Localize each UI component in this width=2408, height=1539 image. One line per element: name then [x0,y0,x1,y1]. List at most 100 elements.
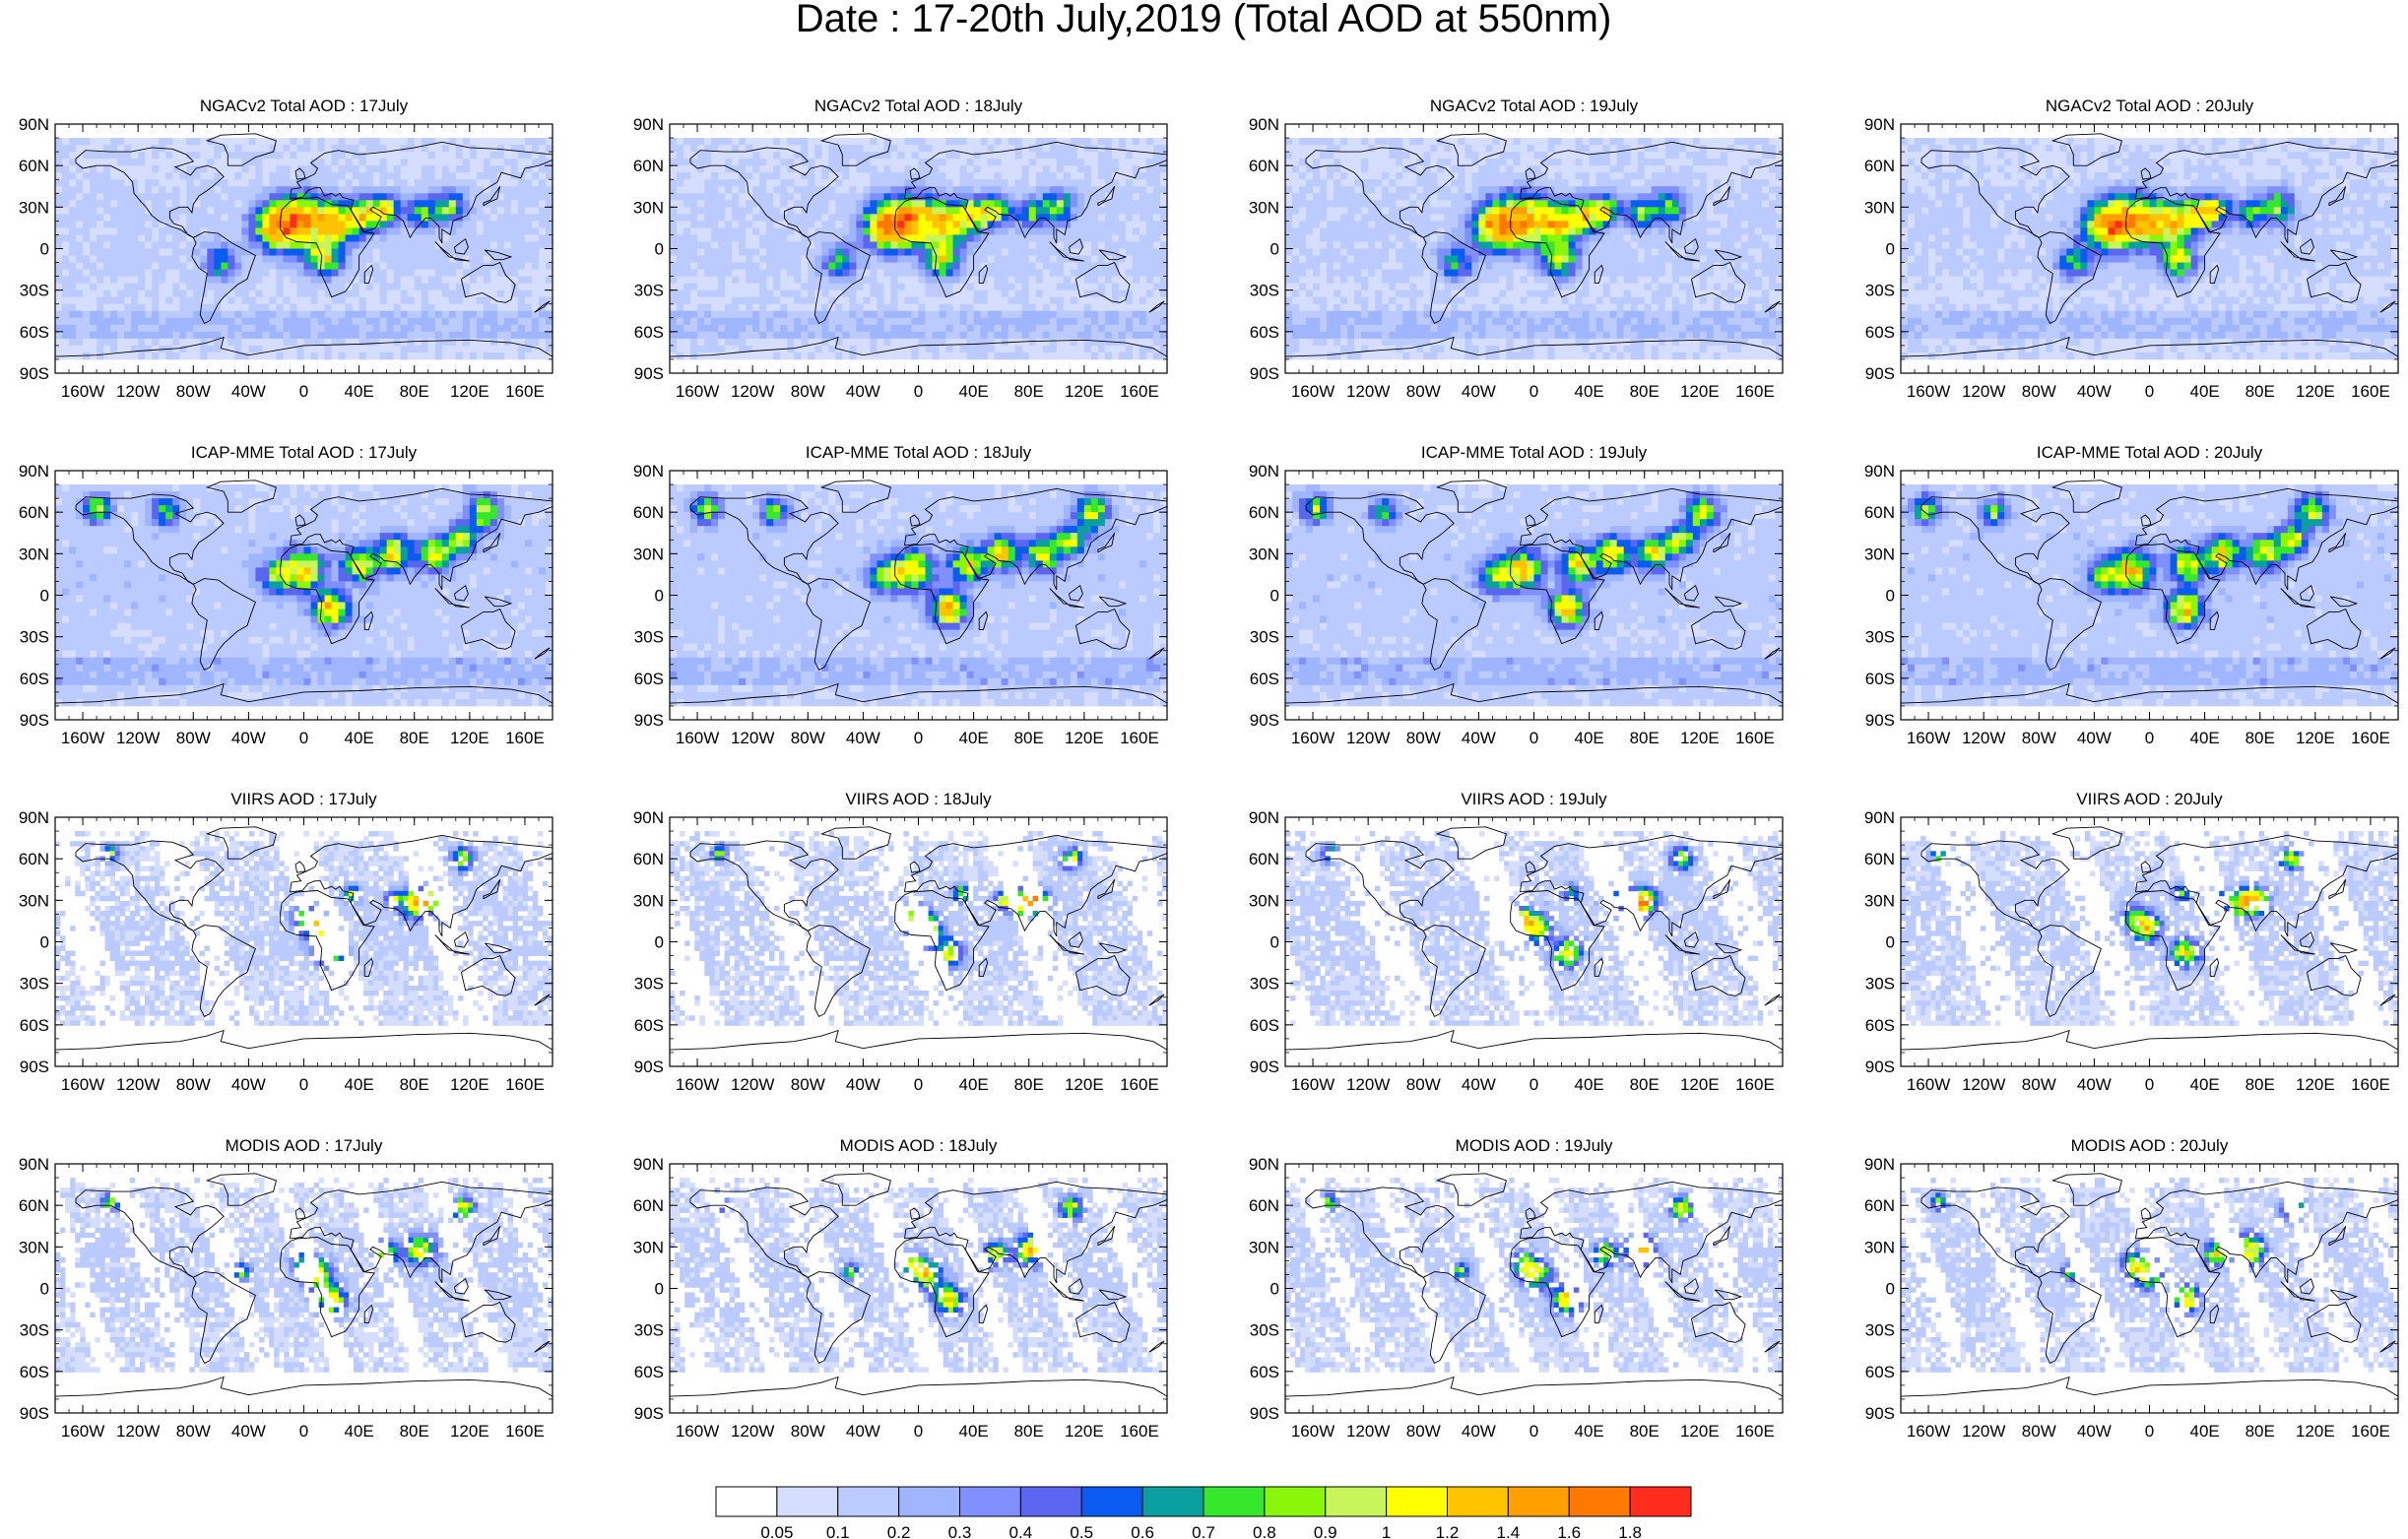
map-panel: VIIRS AOD : 19July 160W 120W 80W 40W 0 40E 80E 1… [1249,790,1784,1094]
colorbar-swatch [1141,1486,1204,1517]
x-tick-label: 120E [1065,1075,1104,1094]
aod-field [1901,831,2398,1026]
x-tick-label: 80W [176,382,211,401]
x-tick-label: 40W [846,1075,880,1094]
x-tick-label: 120W [731,729,774,747]
x-tick-label: 160W [61,382,104,401]
y-tick-label: 30S [634,628,664,647]
y-tick-label: 90S [1865,711,1895,730]
y-tick-label: 0 [1886,933,1895,952]
x-tick-label: 80E [2245,382,2275,401]
coastlines [1901,480,2398,704]
y-tick-label: 90S [634,364,664,383]
colorbar-swatch [959,1486,1021,1517]
aod-field [1285,1178,1783,1373]
y-tick-label: 90N [19,1155,49,1174]
x-tick-label: 40W [231,382,266,401]
y-tick-label: 90S [634,711,664,730]
panel-title: ICAP-MME Total AOD : 18July [806,443,1032,462]
y-tick-label: 0 [655,587,664,606]
y-tick-label: 30N [1249,1238,1279,1256]
y-tick-label: 60N [633,157,664,175]
y-tick-label: 60S [20,1363,49,1381]
x-tick-label: 0 [2145,1075,2154,1094]
y-tick-label: 90N [633,115,664,134]
colorbar-label: 0.05 [760,1523,793,1539]
panel-title: NGACv2 Total AOD : 19July [1430,96,1639,115]
y-tick-label: 30N [633,1238,664,1256]
x-tick-label: 80E [400,729,429,747]
y-tick-label: 60S [1865,670,1895,688]
x-tick-label: 0 [2145,1422,2154,1441]
x-tick-label: 160E [1735,1422,1775,1441]
x-tick-label: 160W [1291,1075,1334,1094]
x-tick-label: 40E [2189,1075,2219,1094]
aod-field [1285,484,1783,707]
x-tick-label: 80E [400,1422,429,1441]
colorbar-swatch [1507,1486,1570,1517]
y-tick-label: 90N [19,115,49,134]
y-tick-label: 30N [19,545,49,563]
y-tick-label: 90N [633,462,664,481]
colorbar-swatch [1629,1486,1692,1517]
y-tick-label: 60N [633,503,664,522]
coastlines [55,480,553,704]
y-tick-label: 60S [1865,1016,1895,1035]
y-tick-label: 0 [1270,587,1279,606]
y-tick-label: 60N [1249,503,1279,522]
x-tick-label: 80E [1014,382,1044,401]
y-tick-label: 60N [1249,850,1279,868]
x-tick-label: 120W [1346,1075,1390,1094]
y-tick-label: 60N [1864,157,1895,175]
x-tick-label: 120W [116,1422,160,1441]
x-tick-label: 120E [2296,1422,2335,1441]
x-tick-label: 0 [914,1075,923,1094]
y-tick-label: 60N [19,157,49,175]
map-panel: VIIRS AOD : 17July 160W 120W 80W 40W 0 40E 80E 1… [19,790,553,1094]
y-tick-label: 30S [20,975,49,994]
x-tick-label: 120E [450,382,489,401]
y-tick-label: 0 [40,1280,49,1299]
x-tick-label: 80W [791,1075,825,1094]
x-tick-label: 160E [505,729,545,747]
colorbar-label: 0.5 [1070,1523,1093,1539]
y-tick-label: 0 [1270,240,1279,259]
coastlines [55,826,553,1051]
aod-field [670,831,1167,1026]
coastlines [1285,480,1783,704]
x-tick-label: 80E [1014,729,1044,747]
panel-title: ICAP-MME Total AOD : 17July [191,443,418,462]
panel-title: NGACv2 Total AOD : 17July [200,96,409,115]
x-tick-label: 40E [344,729,373,747]
y-tick-label: 90S [1865,1058,1895,1076]
x-tick-label: 160E [505,1422,545,1441]
panel-title: NGACv2 Total AOD : 18July [814,96,1023,115]
y-tick-label: 30S [20,282,49,300]
x-tick-label: 160E [1735,729,1775,747]
y-tick-label: 60S [634,670,664,688]
x-tick-label: 120E [2296,382,2335,401]
x-tick-label: 120W [1346,382,1390,401]
y-tick-label: 60S [20,1016,49,1035]
x-tick-label: 160E [1120,1422,1159,1441]
y-tick-label: 30N [1249,198,1279,217]
y-tick-label: 90S [634,1404,664,1423]
panel-title: NGACv2 Total AOD : 20July [2046,96,2254,115]
y-tick-label: 60S [634,323,664,342]
aod-field [670,484,1167,707]
y-tick-label: 30S [1250,1321,1279,1340]
x-tick-label: 120W [731,1422,774,1441]
y-tick-label: 60N [633,1196,664,1215]
x-tick-label: 160W [1907,729,1950,747]
y-tick-label: 60N [1249,1196,1279,1215]
y-tick-label: 30N [1249,545,1279,563]
x-tick-label: 80W [2022,1075,2056,1094]
x-tick-label: 40E [958,1075,988,1094]
x-tick-label: 160W [1907,382,1950,401]
map-panel: NGACv2 Total AOD : 17July 160W 120W 80W 40W 0… [19,96,553,401]
x-tick-label: 80E [2245,1075,2275,1094]
x-tick-label: 0 [1529,1075,1538,1094]
x-tick-label: 40E [2189,729,2219,747]
x-tick-label: 0 [299,1422,308,1441]
x-tick-label: 40W [846,1422,880,1441]
